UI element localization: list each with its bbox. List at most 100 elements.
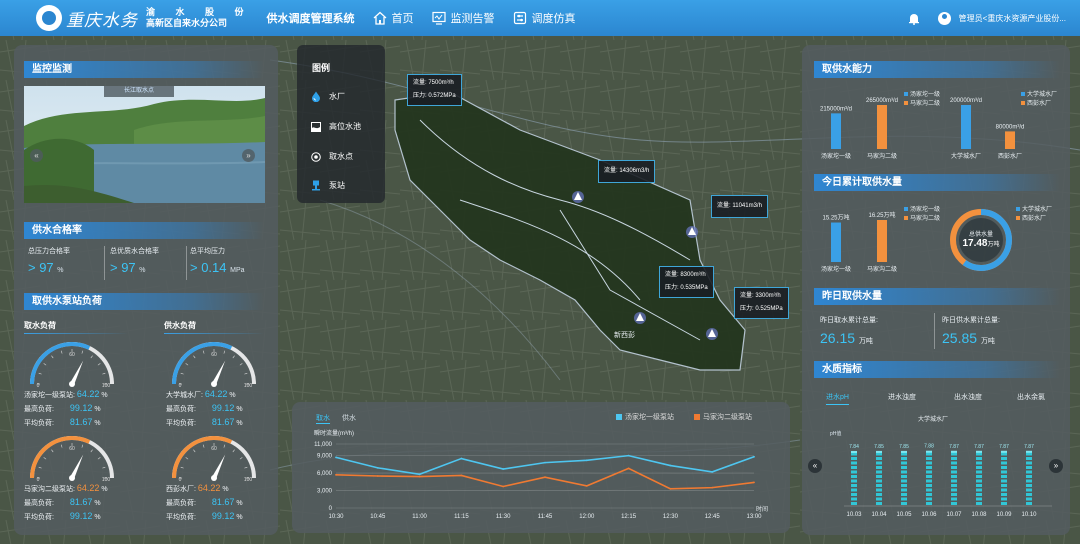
rate-pressure: 总压力合格率 > 97 %: [28, 248, 70, 275]
tab-supply[interactable]: 供水: [342, 415, 356, 422]
legend-swatch: [1016, 216, 1020, 221]
data-point: [376, 475, 379, 477]
divider: [24, 333, 128, 334]
simulation-icon: [513, 11, 526, 25]
tab-inlet-turbidity[interactable]: 进水浊度: [888, 394, 916, 401]
data-point: [502, 468, 505, 470]
flow-popup[interactable]: 流量: 3300m³/h 压力: 0.525MPa: [734, 287, 789, 319]
legend-item-water-plant[interactable]: 水厂: [311, 91, 345, 102]
system-title: 供水调度管理系统: [266, 13, 355, 25]
pump-station-marker[interactable]: [572, 191, 584, 203]
gauge-hub: [69, 475, 75, 481]
x-tick-label: 11:00: [412, 514, 427, 520]
bar-segment: [951, 488, 957, 492]
bar-segment: [851, 457, 857, 460]
bar-segment: [1026, 493, 1032, 496]
x-tick-label: 10.08: [971, 512, 987, 518]
gauge-tick: [202, 350, 205, 354]
flow-popup[interactable]: 流量: 8300m³/h 压力: 0.535MPa: [659, 266, 714, 298]
bar-segment: [926, 475, 932, 478]
bar-segment: [976, 493, 982, 496]
gauge-tick: [102, 466, 106, 469]
bar-segment: [1026, 466, 1032, 469]
bar-segment: [1026, 502, 1032, 505]
bar-segment: [951, 466, 957, 469]
bar-segment: [876, 484, 882, 487]
next-camera-button[interactable]: »: [242, 149, 255, 162]
tab-intake[interactable]: 取水: [316, 415, 330, 424]
data-point: [585, 459, 588, 462]
gauge-info-intake-1: 汤家坨一级泵站: 64.22 % 最高负荷: 99.12 % 平均负荷: 81.…: [24, 389, 108, 427]
x-tick-label: 10:45: [370, 514, 386, 520]
bar-segment: [976, 466, 982, 469]
bar-segment: [976, 497, 982, 501]
bar-segment: [851, 479, 857, 483]
wq-next-button[interactable]: »: [1049, 459, 1063, 473]
flow-popup[interactable]: 流量: 7500m³/h 压力: 0.572MPa: [407, 74, 462, 106]
legend-item-intake[interactable]: 取水点: [311, 151, 353, 162]
bar-segment: [926, 470, 932, 474]
nav-home[interactable]: 首页: [373, 10, 414, 26]
wq-prev-button[interactable]: «: [808, 459, 822, 473]
bar-segment: [851, 502, 857, 505]
rate-avg-pressure: 总平均压力 > 0.14 MPa: [190, 248, 245, 275]
pump-station-marker[interactable]: [686, 226, 698, 238]
flow-popup[interactable]: 流量: 11041m3/h: [711, 195, 768, 218]
section-yesterday-title: 昨日取供水量: [814, 288, 1060, 305]
x-tick-label: 11:30: [496, 514, 511, 520]
bell-icon[interactable]: [908, 12, 920, 25]
prev-camera-button[interactable]: «: [30, 149, 43, 162]
bar-segment: [901, 497, 907, 501]
data-point: [753, 481, 755, 484]
divider: [934, 313, 935, 349]
legend-item-reservoir[interactable]: 高位水池: [311, 121, 361, 132]
x-tick-label: 11:15: [454, 514, 469, 520]
user-name[interactable]: 管理员<重庆水资源产业股份...: [958, 13, 1066, 23]
rate-quality: 总优质水合格率 > 97 %: [110, 248, 159, 275]
gauge-tick: [97, 363, 101, 366]
bar-segment: [876, 475, 882, 478]
pump-station-marker[interactable]: [634, 312, 646, 324]
bar-segment: [876, 461, 882, 465]
bar-segment: [876, 497, 882, 501]
nav-monitor-alarm[interactable]: 监测告警: [431, 10, 495, 26]
company-name: 渝 水 股 份 高新区自来水分公司: [146, 7, 253, 28]
gauge-mid-label: 60: [69, 446, 75, 452]
bar-segment: [926, 457, 932, 460]
x-tick-label: 10.04: [871, 512, 887, 518]
bar-cap: [976, 450, 982, 453]
legend-item-pump[interactable]: 泵站: [311, 180, 345, 191]
data-point: [627, 467, 630, 470]
bar-segment: [1026, 470, 1032, 474]
bar-segment: [926, 502, 932, 505]
tab-inlet-ph[interactable]: 进水pH: [826, 392, 849, 405]
bar-segment: [976, 470, 982, 474]
gauge-info-supply-2: 西彭水厂: 64.22 % 最高负荷: 81.67 % 平均负荷: 99.12 …: [166, 483, 243, 521]
bar-category-label: 马家沟二级: [867, 265, 897, 273]
tab-outlet-chlorine[interactable]: 出水余氯: [1017, 394, 1045, 401]
bar-segment: [876, 493, 882, 496]
logo-icon: [36, 5, 62, 31]
gauge-tick: [223, 350, 226, 354]
bar-segment: [901, 493, 907, 496]
flow-popup[interactable]: 流量: 14306m3/h: [598, 160, 656, 183]
pump-station-marker[interactable]: [706, 328, 718, 340]
bar-segment: [876, 452, 882, 456]
bar-segment: [1001, 488, 1007, 492]
nav-dispatch-simulation[interactable]: 调度仿真: [513, 10, 576, 26]
intake-load-title: 取水负荷: [24, 321, 56, 330]
user-area: 管理员<重庆水资源产业股份...: [908, 0, 1066, 36]
user-avatar-icon[interactable]: [937, 11, 951, 25]
bar-segment: [976, 502, 982, 505]
camera-feed-image[interactable]: [24, 86, 265, 203]
bar-value-label: 7.85: [899, 444, 909, 450]
data-point: [460, 474, 463, 477]
home-icon: [373, 11, 386, 25]
gauge-tick: [223, 444, 226, 448]
water-quality-y-title: pH值: [830, 431, 842, 437]
legend-swatch: [1021, 92, 1025, 97]
bar-segment: [1001, 457, 1007, 460]
bar-value-label: 7.84: [849, 444, 859, 450]
tab-outlet-turbidity[interactable]: 出水浊度: [954, 394, 982, 401]
bar-segment: [1001, 502, 1007, 505]
